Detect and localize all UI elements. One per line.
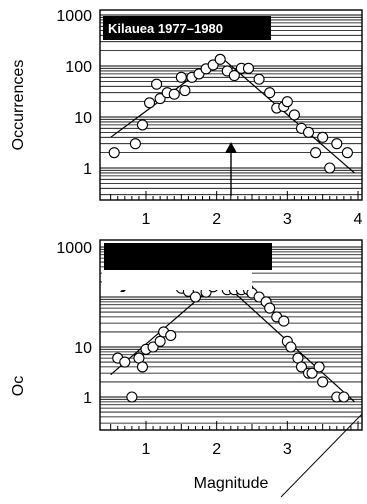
data-point <box>313 361 325 373</box>
data-points <box>112 278 350 403</box>
x-tick-label: 1 <box>142 211 151 228</box>
title-box <box>103 16 271 40</box>
data-point <box>136 119 149 131</box>
x-tick-label: 4 <box>354 211 363 228</box>
x-tick-labels: 1 2 3 <box>142 441 292 458</box>
data-point <box>264 302 276 314</box>
data-point <box>341 147 353 159</box>
x-tick-marks <box>110 421 359 430</box>
panel-second: 1 10 1000 1 2 3 Oc Magnitude <box>1 239 363 498</box>
data-point <box>154 93 166 105</box>
y-axis-label: Occurrences <box>10 60 27 151</box>
data-point <box>175 71 187 83</box>
data-point <box>228 69 240 82</box>
y-tick-label: 1 <box>83 161 92 178</box>
x-tick-label: 3 <box>283 211 292 228</box>
label-mask <box>1 300 97 340</box>
data-point <box>338 391 350 403</box>
data-point <box>108 147 120 159</box>
x-tick-label: 1 <box>142 441 151 458</box>
fit-line <box>219 55 355 174</box>
data-point <box>288 109 300 121</box>
x-tick-marks <box>110 191 359 200</box>
y-axis-label: Oc <box>10 376 27 396</box>
x-tick-label: 2 <box>212 441 221 458</box>
data-point <box>129 138 141 150</box>
data-point <box>302 126 315 138</box>
data-point <box>154 335 166 347</box>
y-tick-label: 10 <box>74 340 92 357</box>
data-point <box>281 96 293 108</box>
data-point <box>242 62 255 74</box>
data-point <box>136 361 149 373</box>
y-tick-label: 10 <box>74 110 92 127</box>
arrow-marker <box>225 142 237 196</box>
y-tick-labels: 1 10 100 1000 <box>56 8 92 178</box>
y-tick-label: 1000 <box>56 240 92 257</box>
diagonal-line <box>280 413 363 498</box>
data-point <box>278 315 290 327</box>
data-point <box>143 97 156 109</box>
y-tick-label: 1 <box>83 390 92 407</box>
data-point <box>264 87 276 99</box>
obscured-title-shape <box>104 243 272 292</box>
x-axis-label: Magnitude <box>194 475 269 492</box>
panel-title: Kilauea 1977–1980 <box>108 21 223 36</box>
data-point <box>324 162 336 174</box>
data-point <box>165 329 177 342</box>
data-point <box>214 53 226 65</box>
data-point <box>310 147 322 159</box>
data-point <box>331 138 343 150</box>
data-point <box>317 376 329 388</box>
y-tick-labels: 1 10 1000 <box>56 240 92 407</box>
y-tick-label: 1000 <box>56 8 92 25</box>
x-tick-labels: 1 2 3 4 <box>142 211 363 228</box>
data-point <box>285 341 297 353</box>
data-point <box>306 367 318 379</box>
data-point <box>295 361 308 373</box>
x-tick-label: 2 <box>212 211 221 228</box>
data-point <box>147 341 159 353</box>
data-point <box>179 85 191 97</box>
data-point <box>189 291 202 303</box>
data-point <box>119 356 131 368</box>
data-point <box>126 391 138 403</box>
data-point <box>317 131 329 143</box>
obscured-area <box>102 270 252 290</box>
data-points <box>108 53 353 174</box>
panel-kilauea: 1 10 100 1000 1 2 3 4 Kilauea 1977–1980 Occurr… <box>10 8 363 228</box>
x-tick-label: 3 <box>283 441 292 458</box>
y-tick-label: 100 <box>65 59 92 76</box>
data-point <box>151 78 163 90</box>
data-point <box>168 88 180 100</box>
data-point <box>253 73 265 85</box>
